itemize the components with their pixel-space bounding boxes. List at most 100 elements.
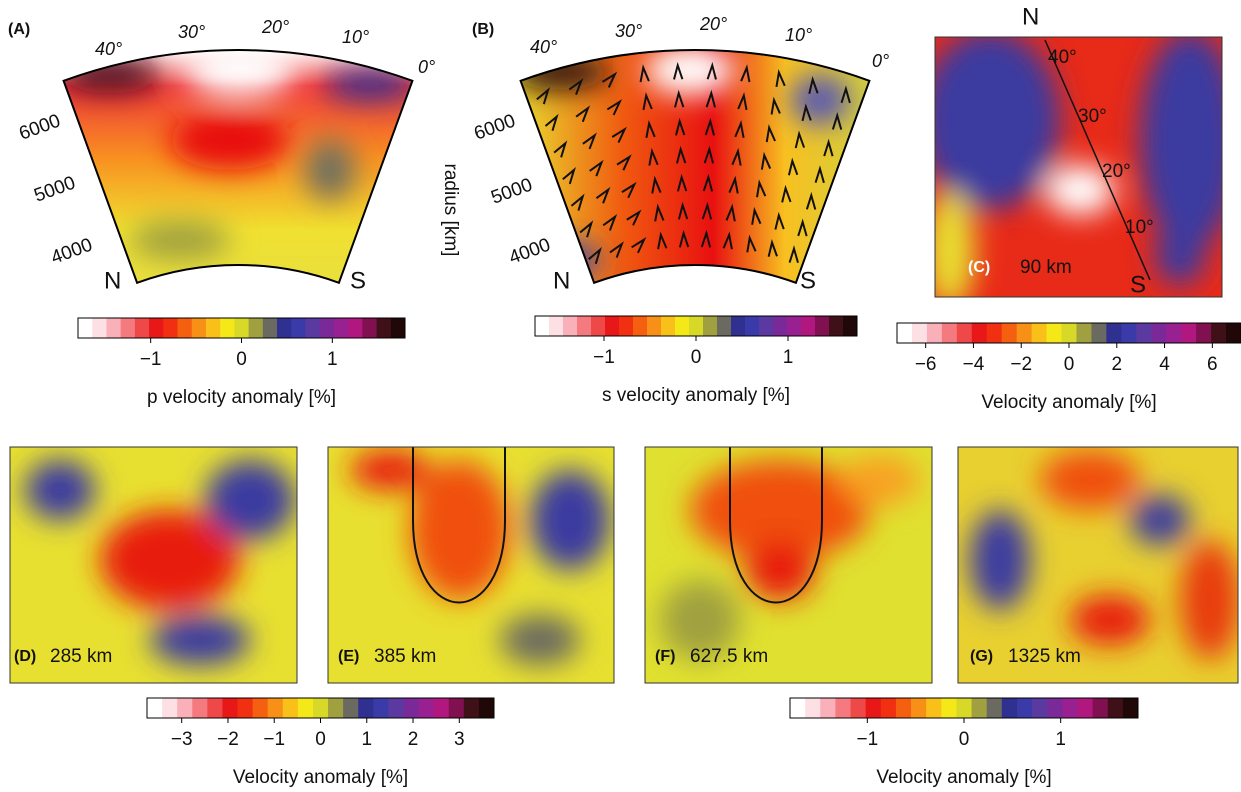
flow-arrow	[706, 61, 717, 80]
colorbar-tick-label: 1	[327, 349, 338, 370]
flow-arrow	[734, 119, 745, 138]
colorbar-swatch	[312, 698, 329, 718]
colorbar-swatch	[865, 698, 882, 718]
colorbar-swatch	[787, 316, 802, 336]
flow-arrow	[722, 231, 733, 250]
colorbar-swatch	[956, 323, 973, 343]
colorbar-swatch	[633, 316, 648, 336]
colorbar-swatch	[463, 698, 480, 718]
angle-label: 20°	[699, 14, 727, 34]
flow-arrow	[737, 92, 748, 111]
colorbar-swatch	[1047, 698, 1063, 718]
flow-arrow	[704, 117, 715, 136]
flow-arrow	[788, 245, 799, 263]
colorbar-swatch	[1136, 323, 1152, 343]
flow-arrow	[673, 61, 684, 80]
map-frame	[957, 446, 1239, 684]
colorbar-swatch	[1032, 698, 1048, 718]
colorbar-swatch	[1226, 323, 1241, 343]
panel-label: (A)	[8, 21, 30, 38]
colorbar-swatch	[234, 318, 250, 338]
panel-g-map	[958, 447, 1238, 683]
flow-arrow	[562, 167, 576, 185]
colorbar-tick-label: 0	[236, 349, 247, 370]
colorbar-swatch	[1001, 323, 1018, 343]
colorbar-swatch	[237, 698, 254, 718]
colorbar-title: s velocity anomaly [%]	[602, 385, 790, 406]
colorbar-swatch	[843, 316, 858, 336]
colorbar-swatch	[829, 316, 844, 336]
colorbar-swatch	[319, 318, 335, 338]
flow-arrow	[831, 112, 843, 130]
colorbar: −1 0 1 s velocity anomaly [%]	[534, 315, 858, 406]
flow-arrow	[760, 151, 772, 170]
colorbar-title: p velocity anomaly [%]	[147, 387, 336, 408]
colorbar-swatch	[926, 323, 943, 343]
colorbar-swatch	[820, 698, 836, 718]
flow-arrow	[601, 71, 618, 88]
flow-arrow	[781, 184, 792, 203]
flow-arrow	[639, 64, 650, 83]
angle-label: 30°	[178, 22, 205, 42]
flow-arrow	[765, 124, 776, 143]
panel-label: (G)	[970, 648, 993, 665]
colorbar-tick-label: −1	[856, 729, 878, 750]
radius-label: 6000	[471, 110, 518, 144]
panel-f-map	[645, 447, 932, 683]
colorbar-swatch	[106, 318, 122, 338]
flow-arrow	[595, 186, 611, 204]
colorbar-swatch	[373, 698, 389, 718]
colorbar-swatch	[305, 318, 321, 338]
flow-arrow	[611, 126, 627, 144]
depth-label: 285 km	[50, 646, 112, 667]
colorbar-tick-label: 4	[1159, 354, 1170, 375]
colorbar-tick-label: 2	[408, 729, 419, 750]
flow-arrow	[631, 237, 647, 254]
flow-arrow	[774, 211, 785, 230]
panel-label: (F)	[655, 648, 675, 665]
colorbar-tick-label: −2	[217, 729, 239, 750]
colorbar-swatch	[1062, 698, 1078, 718]
colorbar-swatch	[220, 318, 235, 338]
colorbar-tick-label: −6	[915, 354, 937, 375]
colorbar-swatch	[1181, 323, 1197, 343]
flow-arrow	[794, 130, 806, 149]
flow-arrow	[740, 64, 751, 83]
colorbar-tick-label: −4	[963, 354, 985, 375]
section-outline	[62, 49, 414, 285]
flow-arrow	[588, 246, 602, 265]
flow-arrow	[801, 103, 812, 122]
flow-arrow	[609, 241, 624, 258]
angle-label: 0°	[872, 51, 889, 71]
colorbar-swatch	[591, 316, 606, 336]
map-frame	[327, 446, 615, 684]
colorbar-tick-label: −3	[171, 729, 193, 750]
colorbar-swatch	[1016, 698, 1033, 718]
angle-label: 10°	[342, 27, 369, 47]
colorbar: −1 0 1 p velocity anomaly [%]	[77, 317, 406, 408]
colorbar-swatch	[177, 698, 193, 718]
flow-arrow	[725, 203, 736, 222]
flow-arrow	[840, 85, 851, 104]
colorbar-swatch	[986, 323, 1003, 343]
flow-arrow	[678, 229, 690, 248]
flow-arrow	[797, 218, 808, 237]
colorbar-swatch	[433, 698, 450, 718]
colorbar-swatch	[362, 318, 378, 338]
colorbar-swatch	[745, 316, 760, 336]
radius-label: 4000	[48, 234, 95, 268]
colorbar-swatch	[1077, 698, 1094, 718]
panel-c-map	[935, 37, 1222, 297]
colorbar-swatch	[149, 318, 164, 338]
colorbar-swatch	[689, 316, 704, 336]
colorbar-swatch	[1061, 323, 1077, 343]
colorbar-swatch	[390, 318, 406, 338]
flow-arrow	[648, 147, 659, 166]
colorbar-tick-label: 3	[454, 729, 465, 750]
latitude-label: 30°	[1078, 106, 1107, 127]
colorbar-tick-label: 0	[959, 729, 970, 750]
colorbar-swatch	[403, 698, 420, 718]
colorbar-swatch	[731, 316, 746, 336]
flow-arrow	[705, 89, 716, 108]
radius-label: 4000	[506, 234, 553, 268]
